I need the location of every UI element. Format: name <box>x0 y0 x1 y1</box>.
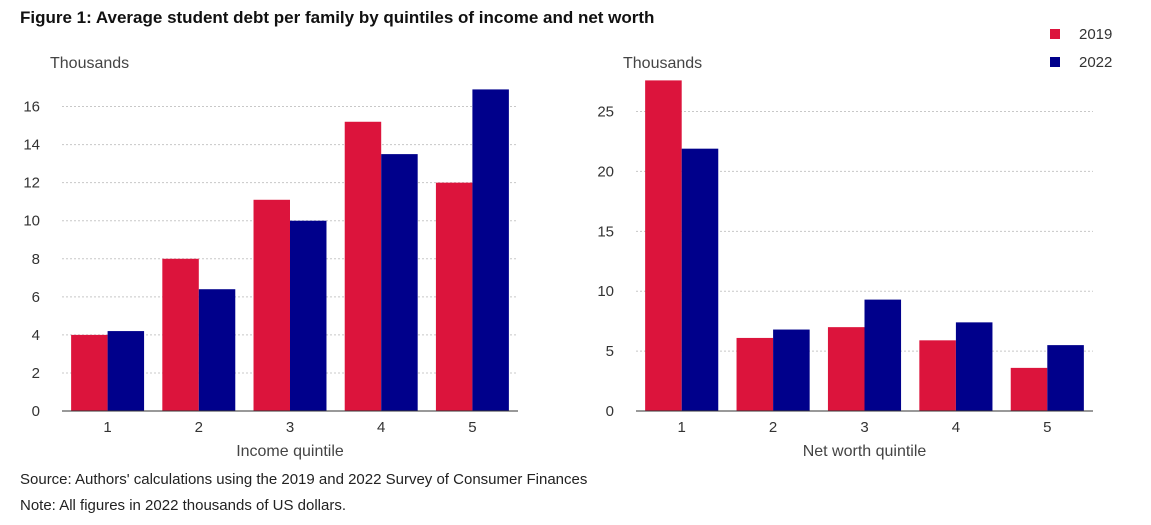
chart-panel-2: Thousands 0 5 10 15 20 25 1 2 3 4 5 Net worth quinti… <box>597 55 1093 460</box>
bar-2019-q5 <box>1010 367 1048 411</box>
x-tick-label: 2 <box>195 419 203 436</box>
y-tick-label: 12 <box>23 175 40 192</box>
bar-2022-q4 <box>955 322 993 411</box>
bar-2019-q2 <box>736 337 774 411</box>
legend-label-2019: 2019 <box>1079 25 1113 43</box>
x-tick-label: 4 <box>952 419 960 436</box>
x-tick-label: 2 <box>769 419 777 436</box>
note-text: Note: All figures in 2022 thousands of U… <box>20 497 347 514</box>
y-tick-label: 8 <box>32 251 40 268</box>
legend-item-2022: 2022 <box>1050 48 1112 76</box>
y-tick-label: 0 <box>606 403 614 420</box>
bar-2019-q3 <box>827 327 865 411</box>
bar-2022-q2 <box>773 329 810 411</box>
y-tick-label: 14 <box>23 137 40 154</box>
unit-label: Thousands <box>50 55 129 72</box>
legend-item-2019: 2019 <box>1050 20 1112 48</box>
bar-2019-q4 <box>919 340 956 411</box>
x-tick-label: 3 <box>286 419 294 436</box>
legend: 2019 2022 <box>1050 20 1112 76</box>
y-tick-label: 5 <box>606 343 614 360</box>
x-tick-label: 4 <box>377 419 385 436</box>
x-tick-label: 1 <box>103 419 111 436</box>
bar-2022-q1 <box>681 148 719 411</box>
y-tick-label: 20 <box>597 163 614 180</box>
x-tick-label: 3 <box>860 419 868 436</box>
x-tick-label: 1 <box>678 419 686 436</box>
y-tick-label: 4 <box>32 327 40 344</box>
bar-2019-q4 <box>344 121 382 411</box>
y-tick-label: 25 <box>597 104 614 121</box>
y-tick-label: 2 <box>32 365 40 382</box>
bar-2022-q5 <box>1047 345 1084 411</box>
x-tick-label: 5 <box>468 419 476 436</box>
bar-2019-q2 <box>162 258 199 411</box>
source-note: Source: Authors' calculations using the … <box>20 471 588 488</box>
y-tick-label: 0 <box>32 403 40 420</box>
unit-label: Thousands <box>623 55 702 72</box>
y-tick-label: 10 <box>597 283 614 300</box>
legend-swatch-2022 <box>1050 57 1060 67</box>
bar-2019-q5 <box>435 182 473 411</box>
figure-title: Figure 1: Average student debt per famil… <box>20 8 655 27</box>
legend-swatch-2019 <box>1050 29 1060 39</box>
x-tick-label: 5 <box>1043 419 1051 436</box>
bar-2022-q3 <box>864 299 902 411</box>
bar-2022-q4 <box>381 154 418 411</box>
bar-2019-q1 <box>71 334 108 411</box>
y-tick-label: 16 <box>23 99 40 116</box>
bar-2022-q1 <box>107 331 145 411</box>
y-tick-label: 15 <box>597 223 614 240</box>
legend-label-2022: 2022 <box>1079 53 1113 71</box>
bar-2019-q3 <box>253 199 290 411</box>
y-tick-label: 6 <box>32 289 40 306</box>
x-axis-title: Net worth quintile <box>803 443 927 460</box>
y-tick-label: 10 <box>23 213 40 230</box>
bar-2022-q3 <box>290 220 327 411</box>
bar-2019-q1 <box>645 80 682 411</box>
bar-2022-q5 <box>472 89 509 411</box>
bar-2022-q2 <box>198 289 236 411</box>
x-axis-title: Income quintile <box>236 443 344 460</box>
